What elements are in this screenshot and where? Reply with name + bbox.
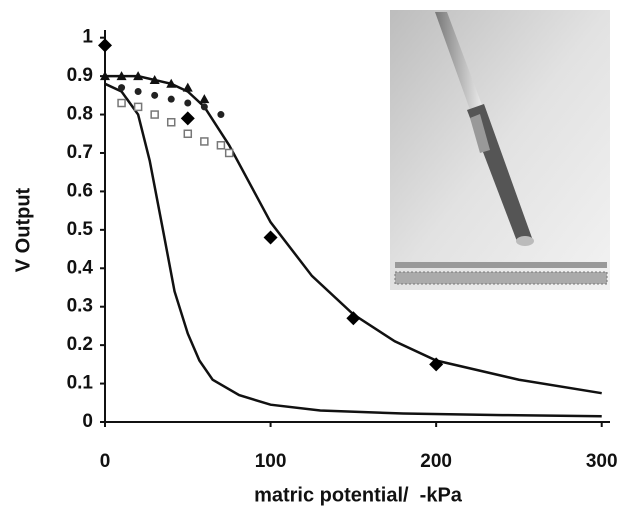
y-tick-label: 0.6	[67, 180, 93, 201]
circle-point	[118, 84, 126, 92]
square-point	[183, 129, 193, 139]
triangle-point	[116, 71, 127, 81]
x-tick-label: 200	[420, 451, 452, 472]
square-point	[117, 98, 126, 108]
y-tick-label: 0.5	[67, 219, 94, 240]
y-tick-label: 0.4	[67, 257, 94, 278]
circle-point	[134, 87, 142, 95]
x-tick-label: 100	[255, 451, 287, 472]
y-tick-label: 0.2	[67, 334, 93, 355]
diamond-point	[180, 111, 195, 126]
y-tick-label: 0	[82, 411, 93, 432]
square-point	[166, 117, 176, 127]
circle-point	[167, 95, 175, 103]
triangle-point	[133, 71, 144, 81]
diamond-point	[98, 38, 112, 53]
triangle-point	[199, 94, 210, 104]
y-tick-label: 0.8	[67, 104, 93, 125]
square-point	[150, 110, 159, 119]
diamond-point	[429, 357, 444, 372]
circle-point	[200, 103, 208, 111]
y-tick-label: 0.3	[67, 296, 93, 317]
y-axis-label: V Output	[12, 187, 34, 272]
square-point	[216, 141, 226, 150]
triangle-point	[100, 71, 110, 81]
square-point	[224, 148, 234, 158]
circle-point	[184, 99, 192, 107]
x-tick-label: 300	[586, 451, 618, 472]
triangle-point	[149, 74, 160, 84]
inset-photo	[390, 10, 610, 290]
triangle-point	[182, 82, 193, 92]
diamond-point	[346, 311, 361, 326]
y-tick-label: 0.7	[67, 142, 93, 163]
y-tick-label: 0.9	[67, 65, 93, 86]
circle-point	[217, 111, 225, 119]
circle-point	[151, 91, 159, 99]
y-tick-label: 0.1	[67, 373, 94, 394]
triangle-point	[166, 78, 177, 88]
square-point	[200, 137, 209, 146]
x-tick-label: 0	[100, 451, 111, 472]
diamond-point	[263, 230, 278, 245]
x-axis-label: matric potential/ -kPa	[254, 484, 463, 506]
curve	[104, 82, 602, 418]
y-tick-label: 1	[82, 27, 93, 48]
square-point	[133, 102, 143, 112]
